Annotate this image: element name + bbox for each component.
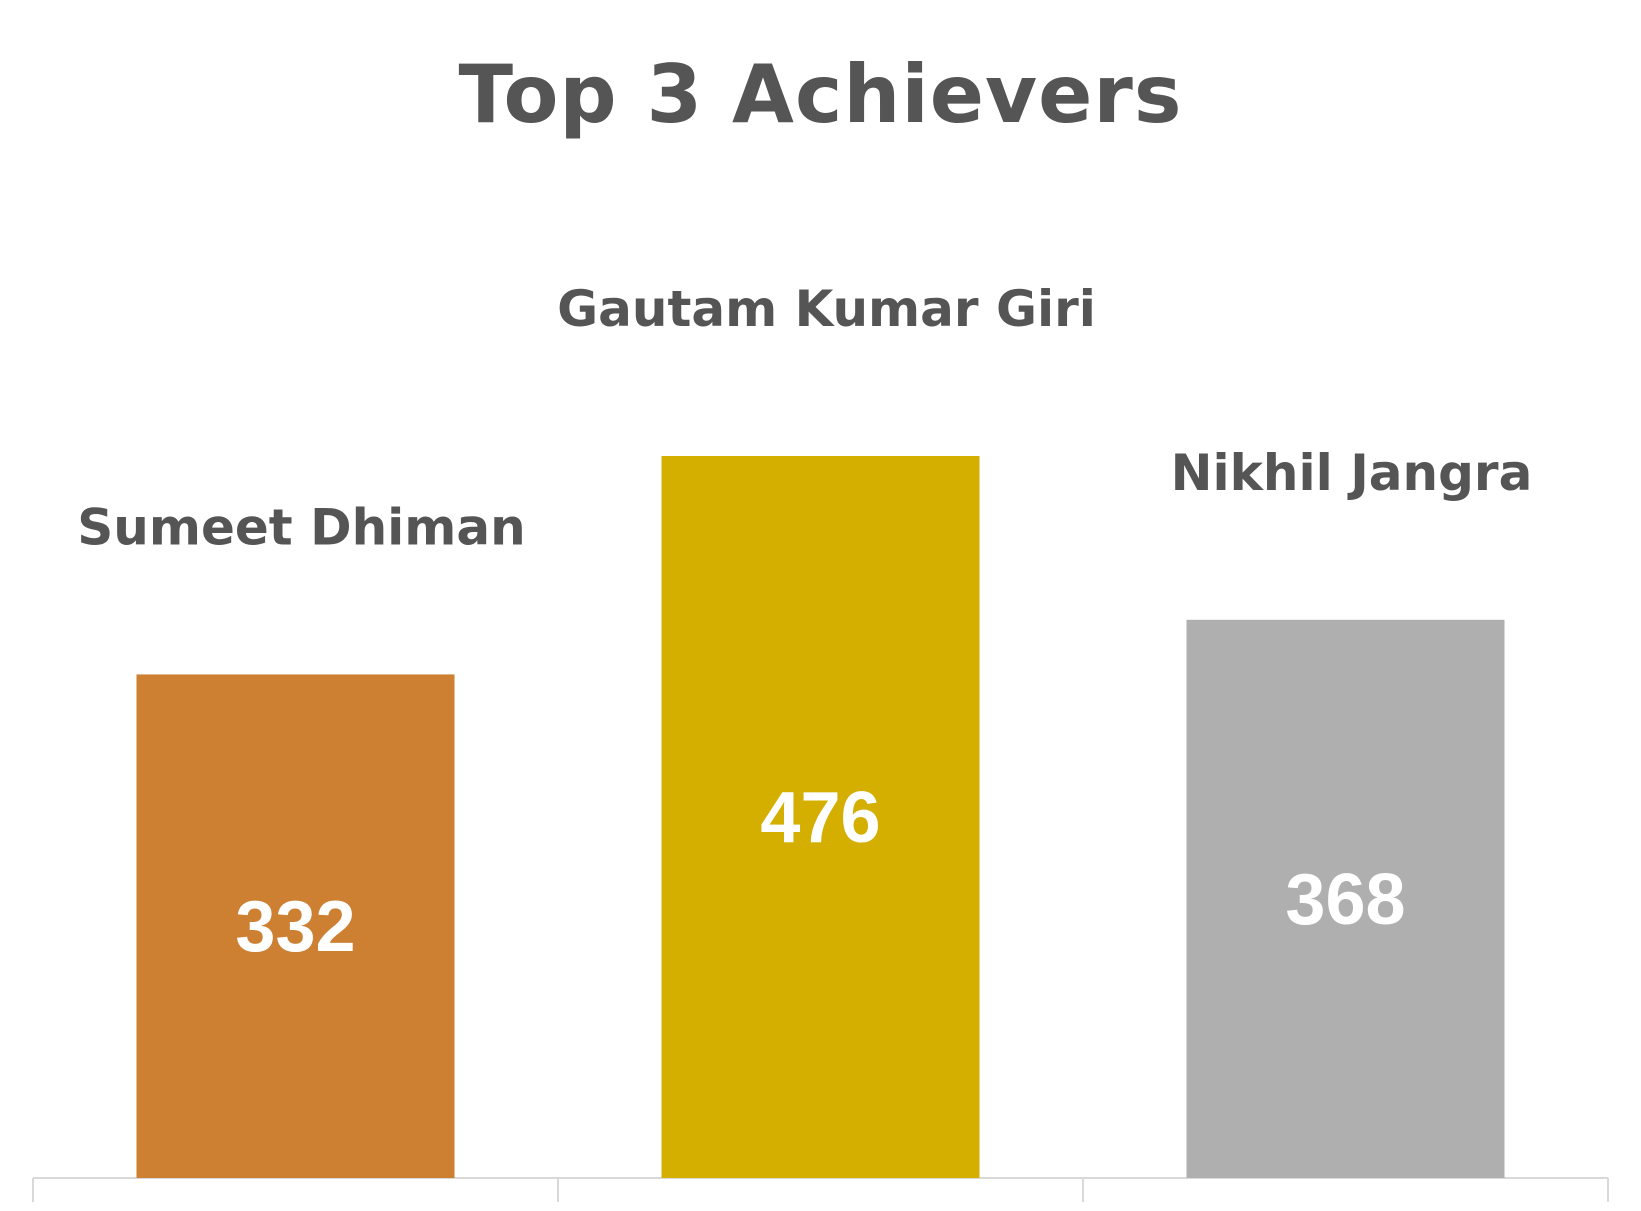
chart-title: Top 3 Achievers [458,48,1183,141]
bar-category-label: Nikhil Jangra [1171,444,1533,502]
bar [136,674,455,1178]
bar [1186,619,1505,1178]
bar-category-label: Gautam Kumar Giri [557,280,1096,338]
bar [661,456,980,1178]
bar-value-label: 476 [760,778,880,858]
bar-value-label: 368 [1285,860,1405,940]
bar-value-label: 332 [235,887,355,967]
bar-category-label: Sumeet Dhiman [77,498,526,556]
